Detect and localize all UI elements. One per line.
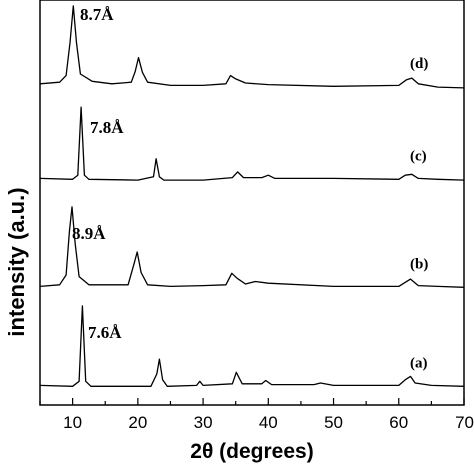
x-tick-label: 10 (63, 413, 82, 432)
y-axis-label: intensity (a.u.) (4, 187, 29, 336)
series-line (39, 206, 465, 288)
peak-label: 7.8Å (90, 118, 124, 137)
series-tag: (d) (410, 56, 428, 72)
series-layer: (d) 8.7Å (c) 7.8Å (b) 8.9Å (a) 7.6Å (39, 5, 465, 387)
plot-frame (39, 0, 465, 406)
x-tick-label: 60 (389, 413, 408, 432)
peak-label: 8.9Å (72, 224, 106, 243)
x-tick-label: 70 (455, 413, 474, 432)
x-tick-label: 20 (128, 413, 147, 432)
series-line (39, 5, 465, 89)
ticks-layer: 10 20 30 40 50 60 70 (39, 398, 474, 432)
series-tag: (a) (410, 355, 428, 371)
series-line (39, 305, 465, 387)
peak-label: 7.6Å (88, 323, 122, 342)
peak-label: 8.7Å (80, 5, 114, 24)
x-axis-label: 2θ (degrees) (190, 440, 313, 463)
x-tick-label: 30 (194, 413, 213, 432)
series-line (39, 106, 465, 181)
series-tag: (b) (410, 256, 428, 272)
x-tick-label: 50 (324, 413, 343, 432)
x-tick-label: 40 (259, 413, 278, 432)
series-tag: (c) (410, 148, 427, 164)
